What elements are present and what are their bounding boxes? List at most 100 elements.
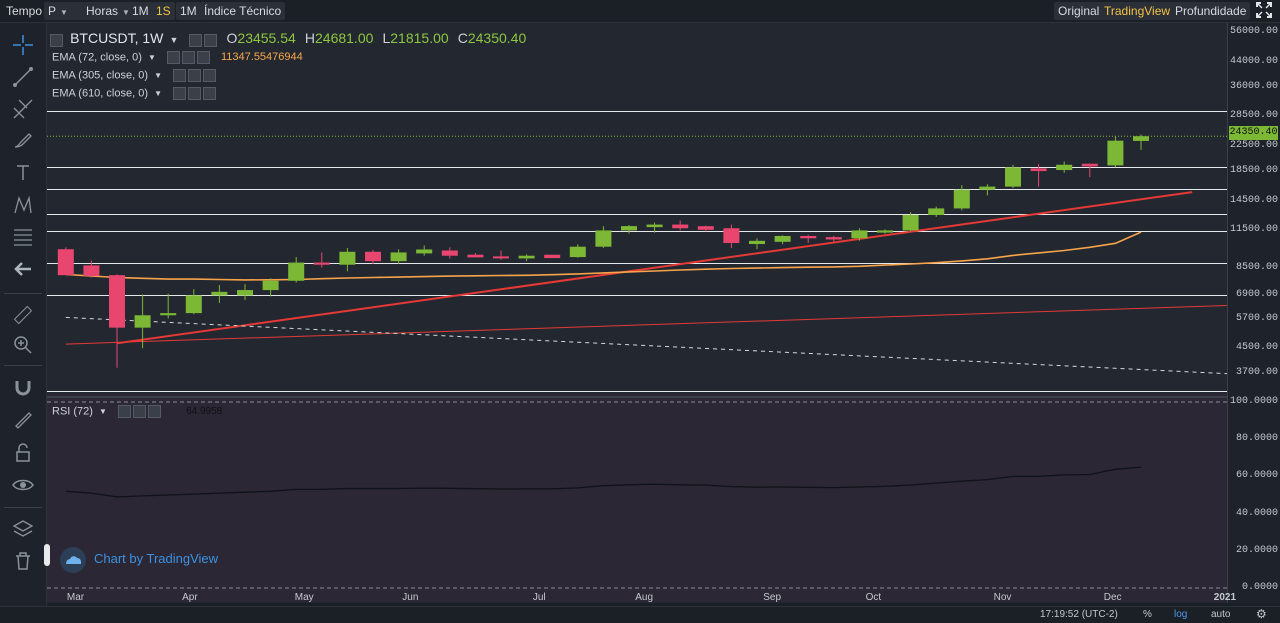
settings-icon[interactable] bbox=[189, 33, 203, 47]
candle-body bbox=[185, 295, 202, 314]
close-icon[interactable] bbox=[203, 87, 217, 100]
auto-scale-toggle[interactable]: auto bbox=[1211, 609, 1231, 620]
eye-icon[interactable] bbox=[173, 69, 187, 82]
view-depth-button[interactable]: Profundidade bbox=[1171, 2, 1251, 20]
ema305-label[interactable]: EMA (305, close, 0) bbox=[52, 69, 148, 82]
settings-icon[interactable] bbox=[133, 405, 147, 418]
rsi-value: 64.9958 bbox=[186, 406, 223, 418]
candle-body bbox=[569, 246, 586, 258]
candle-body bbox=[288, 262, 305, 281]
candle-body bbox=[621, 226, 637, 231]
chevron-down-icon[interactable]: ▼ bbox=[154, 71, 162, 81]
fib-icon[interactable] bbox=[11, 225, 35, 249]
eye-icon[interactable] bbox=[11, 473, 35, 497]
pattern-icon[interactable] bbox=[11, 193, 35, 217]
gear-icon[interactable]: ⚙ bbox=[1256, 607, 1267, 621]
settings-icon[interactable] bbox=[188, 87, 202, 100]
month-tick-label: Oct bbox=[865, 592, 882, 603]
candle-body bbox=[774, 235, 791, 242]
view-original-button[interactable]: Original bbox=[1054, 2, 1104, 20]
pitchfork-icon[interactable] bbox=[11, 97, 35, 121]
ema72-legend-row: EMA (72, close, 0) ▼ 11347.55476944 bbox=[52, 51, 303, 64]
log-scale-toggle[interactable]: log bbox=[1174, 609, 1188, 620]
indicator-button[interactable]: Índice Técnico bbox=[200, 2, 286, 20]
settings-icon[interactable] bbox=[204, 33, 218, 47]
price-tick-label: 28500.00 bbox=[1229, 110, 1278, 122]
chevron-down-icon[interactable]: ▼ bbox=[147, 53, 156, 63]
ema72-value: 11347.55476944 bbox=[220, 51, 303, 64]
eye-icon[interactable] bbox=[173, 87, 187, 100]
brush-icon[interactable] bbox=[11, 129, 35, 153]
symbol-label[interactable]: BTCUSDT, 1W bbox=[70, 30, 164, 46]
ruler-icon[interactable] bbox=[11, 303, 35, 327]
candle-body bbox=[646, 224, 663, 228]
close-value: 24350.40 bbox=[467, 30, 527, 46]
magnet-icon[interactable] bbox=[11, 375, 35, 399]
candle-body bbox=[57, 249, 74, 276]
price-tick-label: 44000.00 bbox=[1229, 55, 1278, 67]
period-select[interactable]: P ▼ bbox=[44, 2, 84, 20]
close-icon[interactable] bbox=[196, 51, 210, 64]
ema72-label[interactable]: EMA (72, close, 0) bbox=[52, 51, 142, 64]
view-tradingview-button[interactable]: TradingView bbox=[1100, 2, 1175, 20]
chart-area[interactable] bbox=[47, 23, 1227, 603]
candle-body bbox=[697, 226, 714, 230]
percent-scale-toggle[interactable]: % bbox=[1143, 609, 1152, 620]
candle-body bbox=[390, 252, 407, 262]
layers-icon[interactable] bbox=[11, 517, 35, 541]
collapse-icon[interactable] bbox=[50, 33, 63, 47]
chart-canvas[interactable] bbox=[47, 23, 1227, 603]
chevron-down-icon[interactable]: ▼ bbox=[154, 89, 162, 99]
candle-body bbox=[493, 256, 509, 259]
month-tick-label: Nov bbox=[993, 592, 1012, 603]
price-tick-label: 11500.00 bbox=[1229, 224, 1278, 236]
toolbar-separator bbox=[4, 507, 42, 508]
close-icon[interactable] bbox=[148, 405, 162, 418]
lock-icon[interactable] bbox=[11, 441, 35, 465]
clock-time: 17:19:52 (UTC-2) bbox=[1040, 609, 1118, 620]
chevron-down-icon[interactable]: ▼ bbox=[99, 407, 107, 417]
trend-line-icon[interactable] bbox=[11, 65, 35, 89]
price-axis[interactable]: 56000.00 44000.00 36000.00 28500.00 22500.00… bbox=[1227, 23, 1280, 603]
chevron-down-icon[interactable]: ▼ bbox=[169, 35, 179, 45]
close-icon[interactable] bbox=[203, 69, 217, 82]
month-tick-label: Dec bbox=[1103, 592, 1122, 603]
tradingview-watermark[interactable]: Chart by TradingView bbox=[60, 546, 218, 573]
price-tick-label: 3700.00 bbox=[1235, 366, 1278, 378]
settings-icon[interactable] bbox=[188, 69, 202, 82]
fullscreen-icon[interactable] bbox=[1252, 2, 1280, 20]
price-tick-label: 56000.00 bbox=[1229, 25, 1278, 37]
tempo-label: Tempo bbox=[6, 4, 43, 18]
settings-icon[interactable] bbox=[181, 51, 195, 64]
lock-drawing-icon[interactable] bbox=[11, 407, 35, 431]
price-tick-label: 8500.00 bbox=[1235, 262, 1278, 274]
time-axis[interactable]: Mar Apr May Jun Jul Aug Sep Oct Nov Dec 2021 bbox=[47, 588, 1236, 606]
trendline-2 bbox=[65, 305, 1227, 345]
status-bar: 17:19:52 (UTC-2) % log auto ⚙ bbox=[0, 606, 1280, 623]
price-tick-label: 6900.00 bbox=[1235, 288, 1278, 300]
candle-body bbox=[1030, 168, 1047, 172]
chevron-down-icon: ▼ bbox=[122, 8, 130, 17]
main-pane-bg bbox=[47, 23, 1227, 393]
eye-icon[interactable] bbox=[166, 51, 180, 64]
pane-resize-handle[interactable] bbox=[44, 544, 50, 566]
crosshair-icon[interactable] bbox=[11, 33, 35, 57]
zoom-icon[interactable] bbox=[11, 333, 35, 357]
interval-1s-button[interactable]: 1S bbox=[152, 2, 175, 20]
back-arrow-icon[interactable] bbox=[11, 257, 35, 281]
ema610-label[interactable]: EMA (610, close, 0) bbox=[52, 87, 148, 100]
interval-1m-button[interactable]: 1M bbox=[128, 2, 153, 20]
candle-body bbox=[1056, 164, 1073, 171]
text-icon[interactable] bbox=[11, 161, 35, 185]
trendline-1 bbox=[116, 191, 1193, 345]
trash-icon[interactable] bbox=[11, 549, 35, 573]
eye-icon[interactable] bbox=[118, 405, 132, 418]
rsi-label[interactable]: RSI (72) bbox=[52, 405, 93, 418]
rsi-tick-label: 20.0000 bbox=[1235, 544, 1278, 556]
ema72-line bbox=[65, 231, 1142, 281]
candle-body bbox=[979, 186, 996, 190]
interval-1M-button[interactable]: 1M bbox=[176, 2, 201, 20]
candle-body bbox=[109, 275, 125, 328]
rsi-legend-row: RSI (72) ▼ 64.9958 bbox=[52, 405, 222, 418]
hours-dropdown[interactable]: Horas ▼ bbox=[82, 2, 134, 20]
